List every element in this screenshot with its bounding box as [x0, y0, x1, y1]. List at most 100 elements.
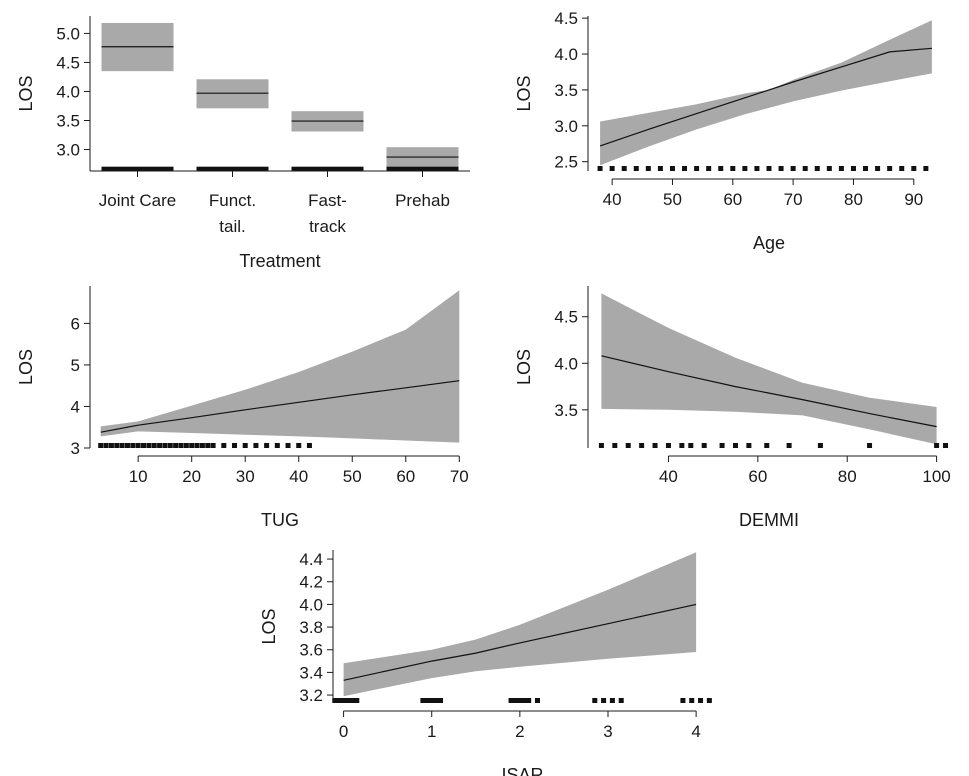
y-axis-label: LOS — [514, 349, 534, 385]
isar-panel: 0 1 2 3 4 ISAR 3.2 3.4 3.6 3.8 4.0 4.2 4.4 LOS — [259, 550, 712, 776]
y-tick-label: 3.5 — [554, 81, 578, 100]
x-tick-label: 80 — [838, 467, 857, 486]
treatment-panel: Joint Care Funct. tail. Fast-track Prehab Tre… — [16, 16, 470, 271]
y-tick-label: 3.0 — [554, 117, 578, 136]
rug-mark — [618, 698, 624, 703]
y-tick-label: 4.5 — [56, 53, 80, 72]
ci-band — [343, 552, 697, 697]
rug-mark — [688, 443, 694, 448]
rug-mark — [621, 166, 627, 171]
rug-mark — [512, 698, 518, 703]
ci-band — [100, 290, 460, 443]
x-tick-label: Fast- — [308, 191, 347, 210]
rug-mark — [718, 166, 724, 171]
rug-mark — [786, 443, 792, 448]
x-tick-label: Funct. — [209, 191, 256, 210]
rug-mark — [694, 166, 700, 171]
rug-mark — [173, 443, 179, 448]
rug-mark — [517, 698, 523, 703]
x-tick-label: track — [309, 217, 346, 236]
rug-mark — [802, 166, 808, 171]
x-axis-label: ISAR — [501, 765, 543, 776]
rug-mark — [242, 443, 248, 448]
rug-mark — [146, 443, 152, 448]
rug-mark — [746, 443, 752, 448]
y-axis-label: LOS — [16, 75, 36, 111]
rug-mark — [817, 443, 823, 448]
x-tick-label: 60 — [396, 467, 415, 486]
rug-mark — [867, 443, 873, 448]
rug-mark — [732, 443, 738, 448]
y-tick-label: 3 — [71, 439, 80, 458]
y-tick-label: 5.0 — [56, 24, 80, 43]
fit-line — [601, 355, 937, 428]
y-tick-label: 4.0 — [554, 354, 578, 373]
rug-mark — [424, 698, 430, 703]
rug-mark — [592, 698, 598, 703]
rug-mark — [934, 443, 940, 448]
rug-mark — [210, 443, 216, 448]
rug-mark — [706, 698, 712, 703]
ci-band — [601, 293, 937, 445]
rug-mark — [130, 443, 136, 448]
rug-mark — [669, 166, 675, 171]
x-tick-label: 0 — [339, 722, 348, 741]
rug-mark — [923, 166, 929, 171]
x-axis-label: DEMMI — [739, 510, 799, 530]
x-tick-label: 70 — [450, 467, 469, 486]
x-axis-label: Age — [753, 233, 785, 253]
rug-mark — [838, 166, 844, 171]
rug-mark — [526, 698, 532, 703]
rug-mark — [706, 166, 712, 171]
y-tick-label: 4.4 — [299, 550, 323, 569]
x-tick-label: 50 — [663, 190, 682, 209]
x-tick-label: Prehab — [395, 191, 450, 210]
rug-mark — [682, 166, 688, 171]
rug-mark — [306, 443, 312, 448]
y-tick-label: 3.5 — [554, 401, 578, 420]
rug-mark-2 — [291, 166, 364, 171]
x-tick-label: 60 — [723, 190, 742, 209]
rug-mark — [232, 443, 238, 448]
rug-mark — [114, 443, 120, 448]
rug-mark — [850, 166, 856, 171]
rug-mark — [863, 166, 869, 171]
rug-mark — [345, 698, 351, 703]
x-tick-label: tail. — [219, 217, 245, 236]
y-axis-label: LOS — [259, 608, 279, 644]
rug-mark — [285, 443, 291, 448]
rug-mark — [296, 443, 302, 448]
x-tick-label: 3 — [603, 722, 612, 741]
rug-mark — [754, 166, 760, 171]
rug-mark — [730, 166, 736, 171]
y-tick-label: 3.8 — [299, 618, 323, 637]
rug-mark — [108, 443, 114, 448]
rug-mark — [354, 698, 360, 703]
x-tick-label: 80 — [844, 190, 863, 209]
rug-mark — [151, 443, 157, 448]
rug-mark — [534, 698, 540, 703]
rug-mark — [332, 698, 338, 703]
rug-mark — [943, 443, 949, 448]
y-tick-label: 4.0 — [554, 45, 578, 64]
rug-mark — [625, 443, 631, 448]
rug-mark — [633, 166, 639, 171]
demmi-panel: 40 60 80 100 DEMMI 3.5 4.0 4.5 LOS — [514, 286, 951, 530]
rug-mark — [253, 443, 259, 448]
rug-mark — [429, 698, 435, 703]
rug-mark — [141, 443, 147, 448]
rug-mark — [609, 166, 615, 171]
x-tick-label: 4 — [691, 722, 700, 741]
rug-mark — [597, 166, 603, 171]
rug-mark — [612, 443, 618, 448]
y-tick-label: 4.2 — [299, 573, 323, 592]
rug-mark — [221, 443, 227, 448]
rug-mark — [521, 698, 527, 703]
x-tick-label: 40 — [603, 190, 622, 209]
x-tick-label: 2 — [515, 722, 524, 741]
rug-mark-1 — [196, 166, 269, 171]
rug-mark — [598, 443, 604, 448]
rug-mark — [719, 443, 725, 448]
rug-mark — [438, 698, 444, 703]
